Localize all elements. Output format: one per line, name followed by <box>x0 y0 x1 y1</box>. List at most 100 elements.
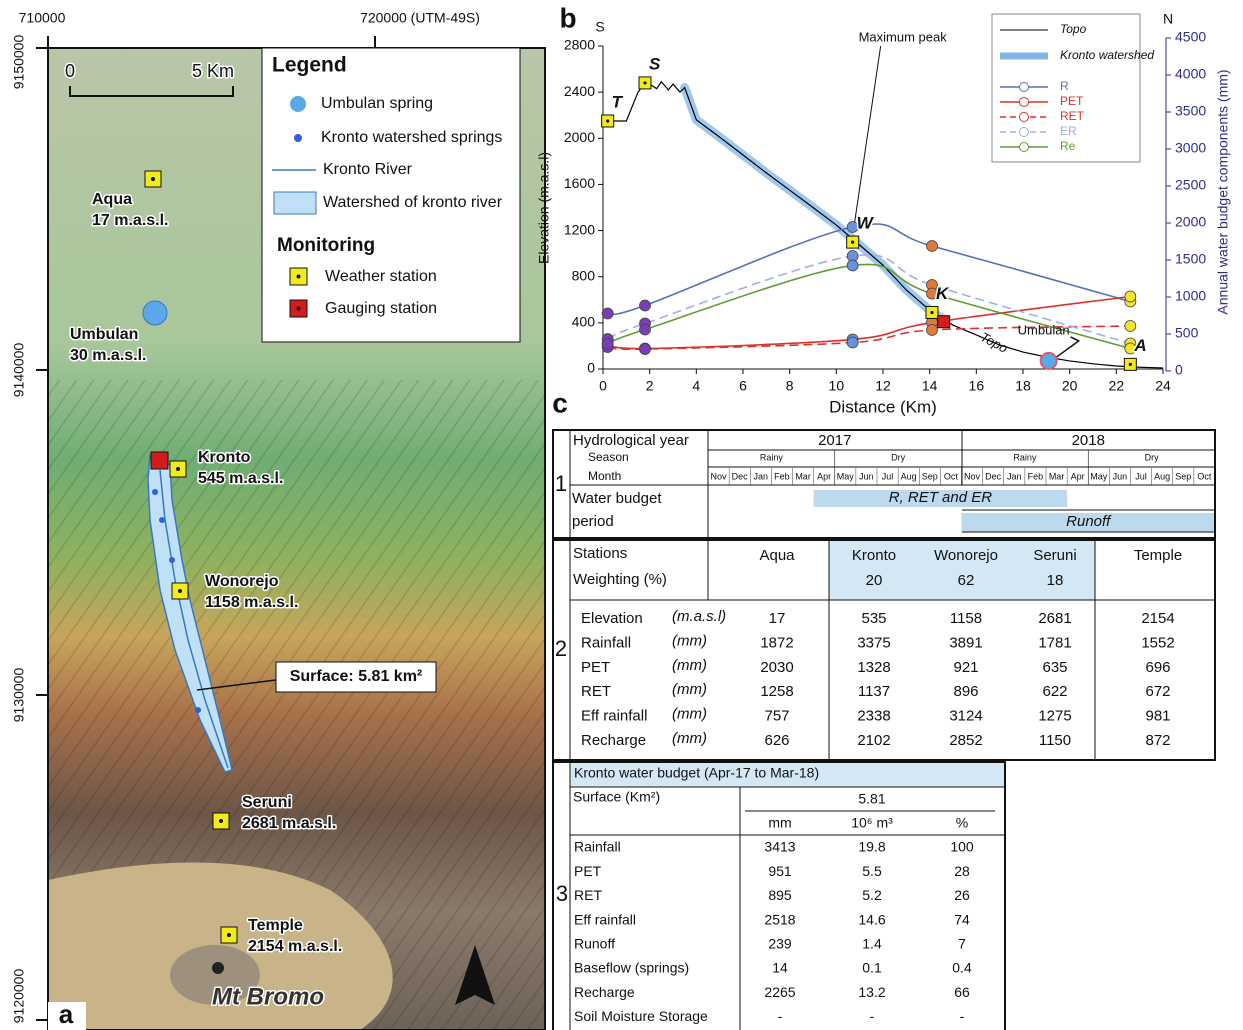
y2-tick-label: 2000 <box>1175 214 1206 230</box>
table-text: Feb <box>774 471 790 481</box>
topo-label: Topo <box>978 329 1010 356</box>
table-text: R, RET and ER <box>889 489 993 506</box>
table-text: Seruni <box>1033 547 1076 564</box>
y2-tick-label: 4000 <box>1175 66 1206 82</box>
table-text: 872 <box>1145 732 1170 749</box>
series-point <box>846 336 859 349</box>
table-text: 1137 <box>858 683 890 700</box>
legend-marker <box>1019 112 1029 122</box>
umbulan-marker <box>1039 351 1058 370</box>
y2-tick-label: 3500 <box>1175 103 1206 119</box>
table-text: 1150 <box>1039 732 1071 749</box>
table-text: Water budget <box>572 490 662 507</box>
table-text: 19.8 <box>858 839 885 855</box>
table-text: Runoff <box>1066 513 1112 530</box>
y-tick-label: 800 <box>572 267 596 283</box>
table-text: Oct <box>1197 471 1212 481</box>
y2-tick-label: 3000 <box>1175 140 1206 156</box>
series-point <box>846 221 859 233</box>
table-text: Weighting (%) <box>573 571 667 588</box>
panel-label: c <box>552 387 568 418</box>
station-name: Aqua <box>92 191 132 208</box>
weather-dot <box>227 933 231 937</box>
table-text: 20 <box>866 572 883 589</box>
table-text: Jul <box>1135 471 1147 481</box>
table-text: 5.2 <box>862 887 882 903</box>
table-text: Season <box>588 450 629 464</box>
legend-label: Topo <box>1060 22 1087 36</box>
table-text: Apr <box>1071 471 1085 481</box>
x-tick-label: 20 <box>1062 378 1078 394</box>
panel-label: b <box>559 2 576 33</box>
table-text: RET <box>574 887 602 903</box>
station-name: Umbulan <box>70 326 138 343</box>
table-text: Jun <box>859 471 874 481</box>
table-text: 1781 <box>1038 634 1071 651</box>
table-text: Dec <box>985 471 1002 481</box>
table-text: (mm) <box>672 706 707 723</box>
legend-label: R <box>1060 79 1069 93</box>
table-text: 74 <box>954 911 970 927</box>
y-tick-label: 2800 <box>564 37 595 53</box>
station-dot <box>1128 362 1132 366</box>
table-text: Soil Moisture Storage <box>574 1008 708 1024</box>
y2-tick-label: 1500 <box>1175 251 1206 267</box>
table-text: Nov <box>711 471 728 481</box>
weather-dot <box>151 177 155 181</box>
legend-label: Re <box>1060 139 1076 153</box>
table-text: Jun <box>1113 471 1128 481</box>
table-text: 1552 <box>1141 634 1174 651</box>
table-text: 62 <box>958 572 975 589</box>
table-text: Temple <box>1134 547 1182 564</box>
station-dot <box>930 310 934 315</box>
halo-layer <box>680 83 949 324</box>
scale-bar <box>69 86 234 97</box>
scale-label: 5 Km <box>192 61 234 81</box>
table-text: Aug <box>1154 471 1170 481</box>
table-text: 0.4 <box>952 960 972 976</box>
x-tick-label: 18 <box>1015 378 1031 394</box>
table-text: period <box>572 513 614 530</box>
station-elevation: 545 m.a.s.l. <box>198 470 283 487</box>
weather-dot <box>176 467 180 471</box>
period-bar <box>813 490 1068 507</box>
x-axis-label: Distance (Km) <box>829 397 937 416</box>
table-text: Aug <box>901 471 917 481</box>
series-line <box>607 223 1131 316</box>
table-text: Wonorejo <box>934 547 998 564</box>
gauging-marker <box>150 451 169 470</box>
legend-item: Umbulan spring <box>321 95 433 112</box>
highlight <box>829 541 1095 600</box>
x-tick-label: 0 <box>599 378 607 394</box>
table-text: Surface (Km²) <box>573 789 660 805</box>
table-text: mm <box>768 815 791 831</box>
map-stations: Aqua 17 m.a.s.l. Umbulan 30 m.a.s.l. Kronto 5… <box>69 170 344 957</box>
table-text: (mm) <box>672 730 707 747</box>
table-text: (m.a.s.l) <box>672 608 726 625</box>
y-tick-label: 1200 <box>564 221 595 237</box>
series-point <box>601 338 614 350</box>
table-text: 535 <box>861 610 886 627</box>
table-text: (mm) <box>672 681 707 698</box>
table-text: May <box>837 471 855 481</box>
table-text: Dry <box>1145 452 1159 462</box>
table-text: Eff rainfall <box>574 911 636 927</box>
legend-item: Watershed of kronto river <box>323 194 503 211</box>
table-text: Sep <box>1175 471 1191 481</box>
table-text: 2154 <box>1141 610 1174 627</box>
table-text: - <box>960 1008 965 1024</box>
y-axis-label: Elevation (m.a.s.l) <box>536 152 552 264</box>
map-y-tick: 9120000 <box>11 969 27 1024</box>
table-text: Eff rainfall <box>581 708 647 725</box>
table-text: Hydrological year <box>573 432 689 449</box>
table-text: Elevation <box>581 610 643 627</box>
map-y-tick: 9150000 <box>11 35 27 90</box>
table-text: 3413 <box>764 839 795 855</box>
table-text: Aqua <box>759 547 795 564</box>
table-text: Mar <box>1049 471 1065 481</box>
table-text: Rainfall <box>574 839 621 855</box>
table-text: 3375 <box>857 634 890 651</box>
table-text: 622 <box>1042 683 1067 700</box>
table-text: 7 <box>958 936 966 952</box>
table-text: 951 <box>768 863 792 879</box>
